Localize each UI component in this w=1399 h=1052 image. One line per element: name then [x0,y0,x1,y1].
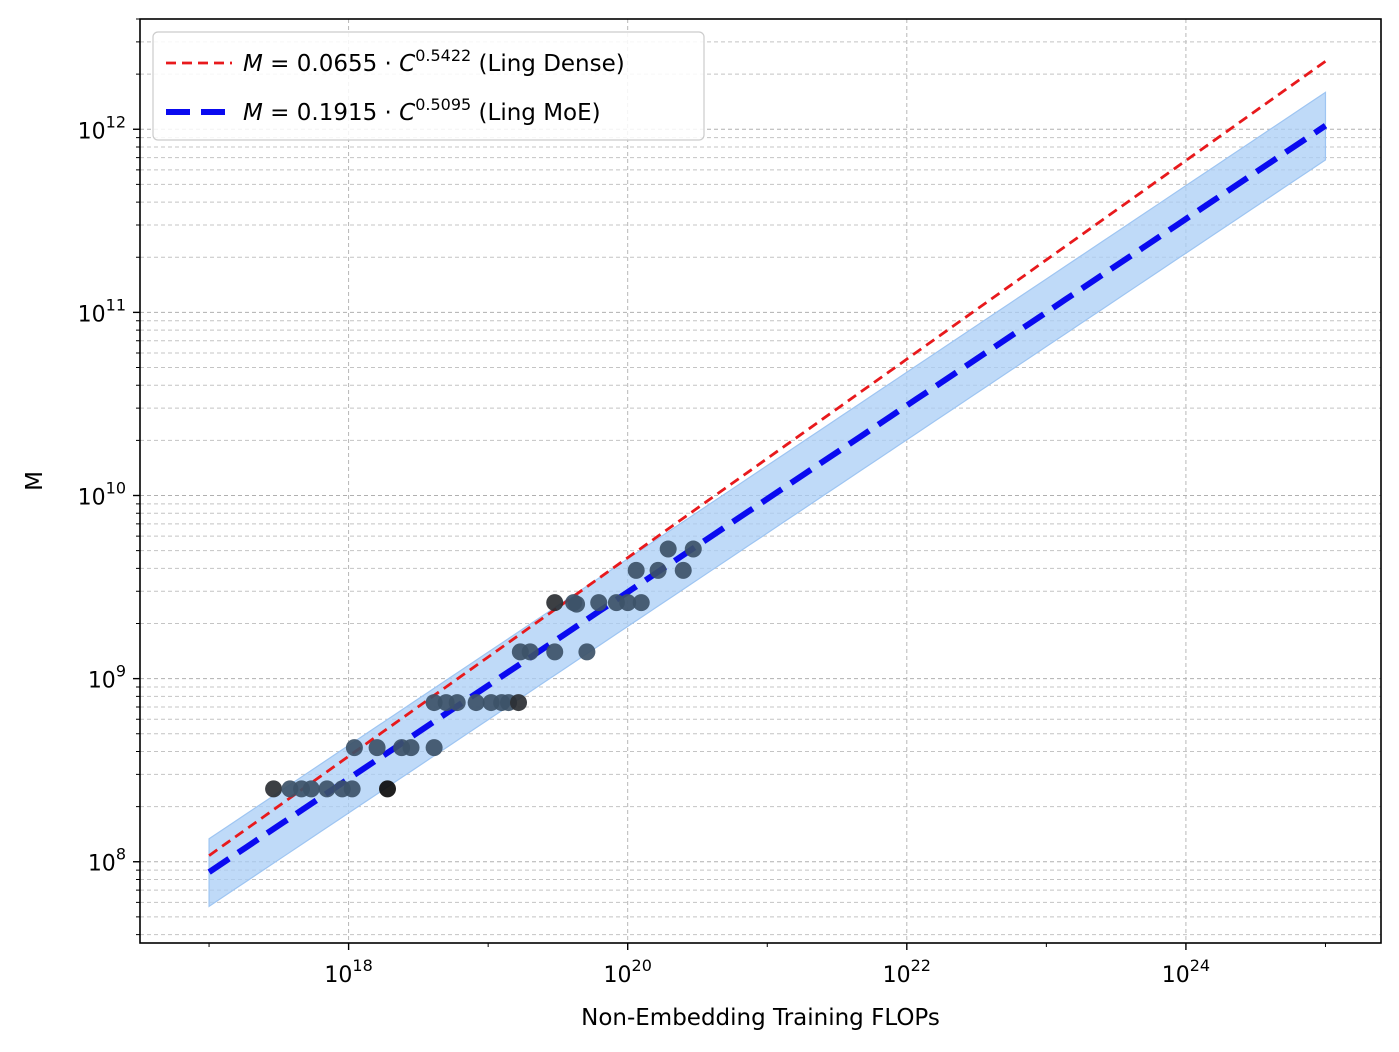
data-point [546,594,564,612]
data-point [568,595,586,613]
legend-label-moe: M = 0.1915 · C0.5095 (Ling MoE) [243,95,601,126]
data-point [590,594,608,612]
data-point [379,780,397,798]
data-point [510,694,528,712]
data-point [619,594,637,612]
data-point [265,780,283,798]
y-tick-label: 1012 [78,112,126,144]
x-tick-label: 1024 [1162,956,1210,988]
data-point [627,561,645,579]
data-point [343,780,361,798]
data-point [674,561,692,579]
axis-ticks: 1018 1020 1022 1024 108 109 1010 1011 1012 [78,18,1326,988]
fit-line-dense [208,60,1327,857]
x-axis-label: Non-Embedding Training FLOPs [581,1005,940,1031]
data-point [302,780,320,798]
legend-box [152,31,705,141]
y-tick-label: 109 [88,662,126,694]
data-point [425,739,443,757]
data-point [546,643,564,661]
data-points [265,540,702,798]
data-point [649,561,667,579]
data-point [632,594,650,612]
data-point [684,540,702,558]
y-axis-label: M [22,471,48,491]
y-tick-label: 1010 [78,479,126,511]
data-point [402,739,420,757]
legend: M = 0.0655 · C0.5422 (Ling Dense) M = 0.1… [152,31,705,141]
data-point [425,694,443,712]
y-tick-label: 108 [88,845,126,877]
data-point [448,694,466,712]
plot-frame [139,18,1382,944]
legend-label-dense: M = 0.0655 · C0.5422 (Ling Dense) [243,46,625,77]
data-point [318,780,336,798]
x-tick-label: 1020 [604,956,652,988]
data-point [578,643,596,661]
data-point [659,540,677,558]
x-tick-label: 1018 [324,956,372,988]
x-tick-label: 1022 [883,956,931,988]
data-point [345,739,363,757]
data-point [521,643,539,661]
data-point [467,694,485,712]
data-point [368,739,386,757]
y-tick-label: 1011 [78,295,126,327]
